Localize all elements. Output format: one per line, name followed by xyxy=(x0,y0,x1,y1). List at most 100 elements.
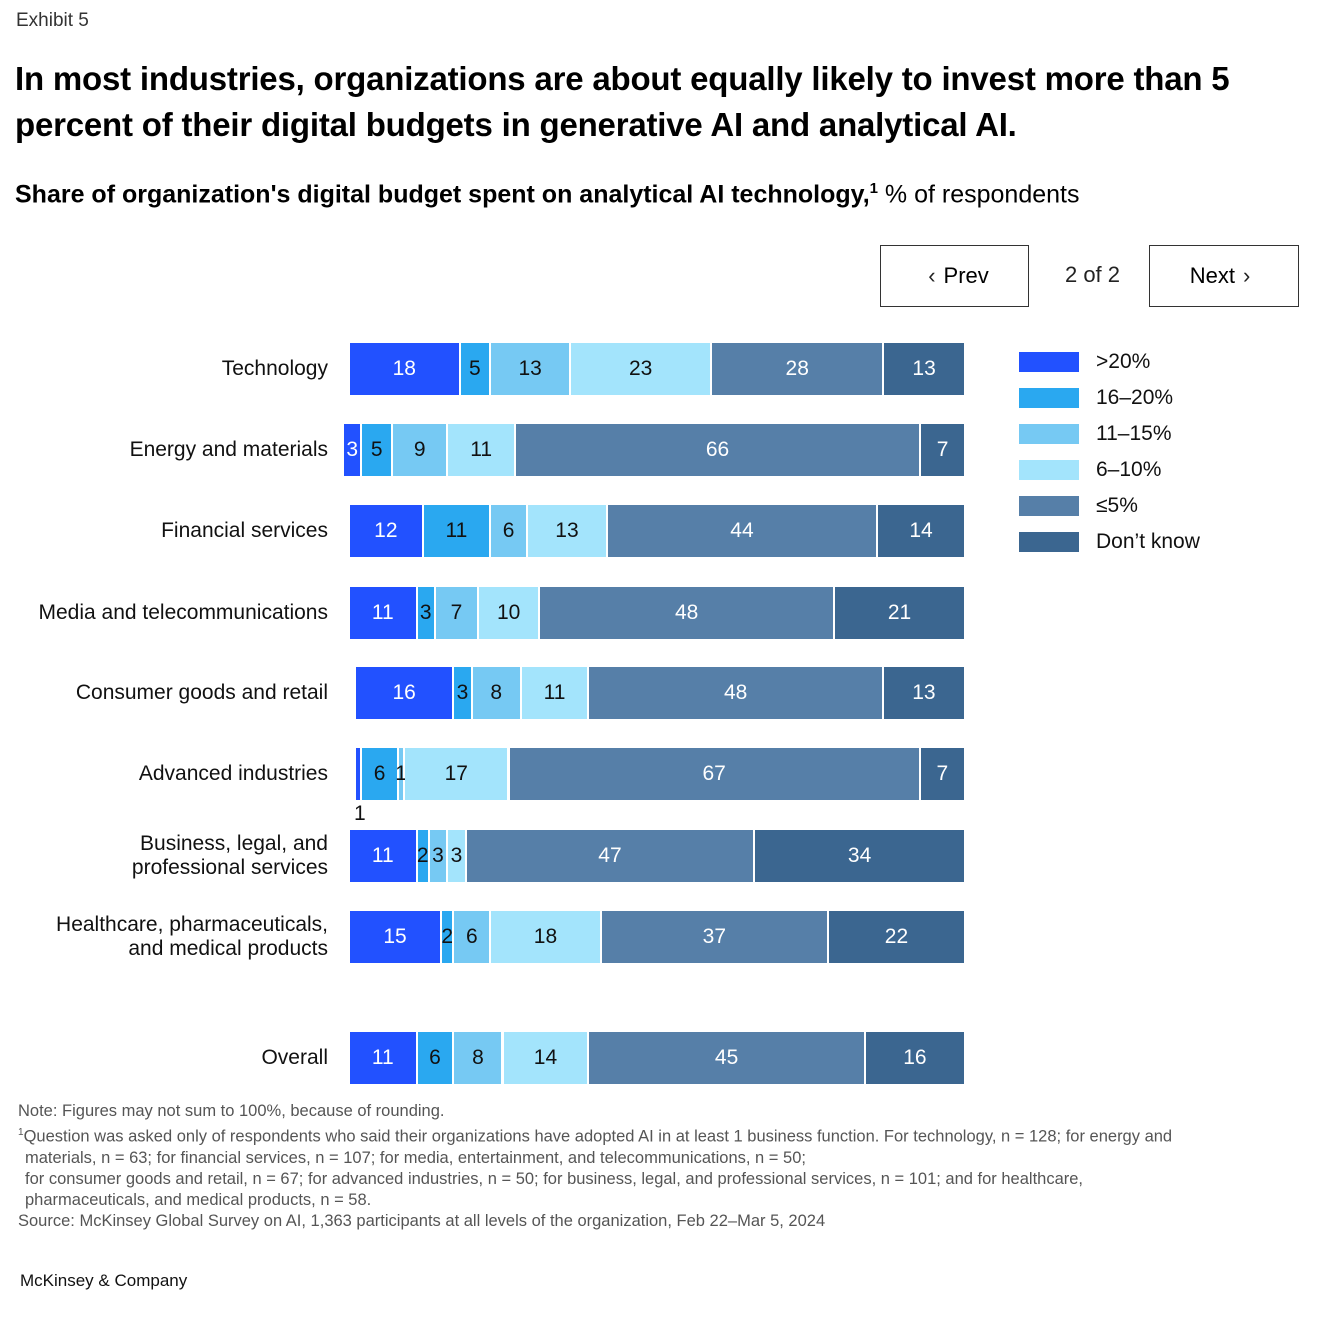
data-label: 23 xyxy=(628,357,653,380)
data-label: 6 xyxy=(373,762,386,785)
data-label: 5 xyxy=(469,357,481,380)
data-label: 47 xyxy=(598,844,622,867)
data-label: 6 xyxy=(465,925,478,948)
bar-segment: 7 xyxy=(921,424,965,476)
prev-button[interactable]: ‹ Prev xyxy=(880,245,1029,307)
data-label: 5 xyxy=(370,438,383,461)
footnote-1-marker: 1 xyxy=(18,1127,24,1138)
legend-swatch xyxy=(1019,532,1079,552)
bar-segment: 9 xyxy=(393,424,449,476)
legend-swatch xyxy=(1019,460,1079,480)
data-label: 3 xyxy=(450,844,463,867)
footnote-1-line-2: materials, n = 63; for financial service… xyxy=(25,1148,806,1167)
data-label: 45 xyxy=(714,1046,739,1069)
bar-segment: 11 xyxy=(423,505,492,557)
bar-segment: 7 xyxy=(435,587,479,639)
legend-label: >20% xyxy=(1096,350,1151,373)
data-label: 7 xyxy=(936,762,949,785)
footnote-marker: 1 xyxy=(869,180,878,197)
bar-segment: 5 xyxy=(460,343,492,395)
bar-segment: 48 xyxy=(589,667,885,719)
bar-segment: 3 xyxy=(344,424,363,476)
data-label: 6 xyxy=(502,519,515,542)
category-label-line: Energy and materials xyxy=(129,438,328,461)
category-label-line: Media and telecommunications xyxy=(38,601,329,624)
bar-segment: 47 xyxy=(466,830,756,882)
bar-segment: 44 xyxy=(607,505,879,557)
data-label: 15 xyxy=(383,925,407,948)
data-label: 3 xyxy=(346,438,359,461)
bar-segment: 3 xyxy=(429,830,449,882)
bar-segment: 34 xyxy=(755,830,964,882)
category-label-line: Business, legal, and xyxy=(140,832,328,855)
bar-segment: 3 xyxy=(454,667,473,719)
bar-segment: 13 xyxy=(884,667,964,719)
bar-segment: 37 xyxy=(601,911,829,963)
bar-segment: 13 xyxy=(528,505,608,557)
data-label: 7 xyxy=(936,438,949,461)
data-label: 14 xyxy=(909,519,933,542)
bar-segment: 13 xyxy=(491,343,572,395)
data-label: 11 xyxy=(371,1046,394,1069)
data-label: 3 xyxy=(456,681,469,704)
bar-segment: 1 xyxy=(395,748,407,800)
data-label: 11 xyxy=(445,519,468,542)
data-label: 13 xyxy=(555,519,579,542)
next-button[interactable]: Next › xyxy=(1149,245,1299,307)
category-label: Energy and materials xyxy=(130,438,328,462)
exhibit-label: Exhibit 5 xyxy=(16,10,89,31)
bar-segment: 11 xyxy=(350,1032,418,1084)
legend-item: ≤5% xyxy=(1019,488,1200,524)
category-label: Media and telecommunications xyxy=(39,601,329,625)
data-label: 18 xyxy=(392,357,416,380)
bar-media-and-telecommunications: 11 3 7 10 48 21 xyxy=(350,587,964,639)
subtitle-bold: Share of organization's digital budget s… xyxy=(15,180,870,209)
legend-label: 16–20% xyxy=(1096,386,1174,409)
bar-financial-services: 12 11 6 13 44 14 xyxy=(350,505,964,557)
legend-swatch xyxy=(1019,424,1079,444)
bar-segment: 3 xyxy=(448,830,467,882)
legend-swatch xyxy=(1019,496,1079,516)
data-label: 67 xyxy=(702,762,726,785)
bar-segment: 48 xyxy=(540,587,836,639)
bar-segment: 2 xyxy=(441,911,455,963)
data-label: 28 xyxy=(785,357,809,380)
bar-segment: 8 xyxy=(454,1032,504,1084)
category-label-line: professional services xyxy=(131,856,328,879)
data-label: 34 xyxy=(847,844,872,867)
data-label: 8 xyxy=(472,1046,484,1069)
data-label: 18 xyxy=(533,925,558,948)
bar-overall: 11 6 8 14 45 16 xyxy=(350,1032,964,1084)
bar-segment: 8 xyxy=(472,667,522,719)
bar-technology: 18 5 13 23 28 13 xyxy=(350,343,964,395)
prev-label: Prev xyxy=(943,263,989,288)
chevron-left-icon: ‹ xyxy=(928,263,936,288)
legend-label: 11–15% xyxy=(1096,422,1172,445)
category-label-line: Healthcare, pharmaceuticals, xyxy=(56,913,328,936)
category-label: Financial services xyxy=(161,519,328,543)
data-label: 8 xyxy=(490,681,503,704)
data-label: 48 xyxy=(723,681,748,704)
bar-segment: 11 xyxy=(350,587,418,639)
data-label: 13 xyxy=(912,357,936,380)
data-label: 66 xyxy=(705,438,730,461)
data-label: 13 xyxy=(518,357,542,380)
data-label: 22 xyxy=(884,925,909,948)
category-label: Overall xyxy=(261,1046,328,1070)
category-label: Advanced industries xyxy=(139,762,328,786)
chevron-right-icon: › xyxy=(1242,263,1251,288)
bar-segment: 6 xyxy=(417,1032,455,1084)
data-label: 16 xyxy=(903,1046,927,1069)
data-label: 2 xyxy=(416,844,429,867)
subtitle-unit: % of respondents xyxy=(877,180,1080,209)
data-label: 11 xyxy=(470,438,493,461)
legend-label: ≤5% xyxy=(1096,494,1138,517)
bar-segment: 45 xyxy=(589,1032,866,1084)
data-label: 6 xyxy=(429,1046,441,1069)
data-label: 48 xyxy=(675,601,699,624)
footnote-1-line-3: for consumer goods and retail, n = 67; f… xyxy=(25,1169,1084,1188)
legend-swatch xyxy=(1019,388,1079,408)
data-label-outside: 1 xyxy=(354,802,366,825)
bar-healthcare-pharmaceuticals-and-medical-products: 15 2 6 18 37 22 xyxy=(350,911,964,963)
bar-segment: 11 xyxy=(521,667,590,719)
